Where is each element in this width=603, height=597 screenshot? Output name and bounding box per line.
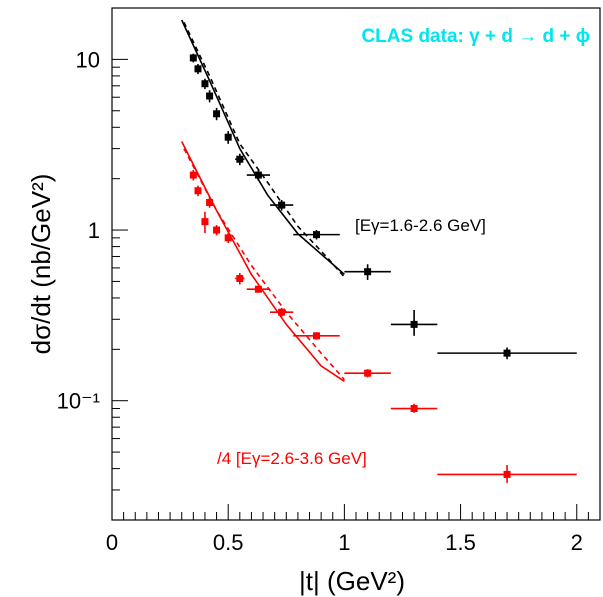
legend-black-series: [Eγ=1.6-2.6 GeV] xyxy=(355,216,486,235)
y-axis-title: dσ/dt (nb/GeV²) xyxy=(26,174,56,355)
data-point xyxy=(503,470,511,478)
data-point xyxy=(201,80,209,88)
data-point xyxy=(254,171,262,179)
x-axis-title: |t| (GeV²) xyxy=(299,566,405,596)
fit-curve-dashed xyxy=(183,148,346,381)
plot-area: 0 0.5 1 1.5 2 10⁻¹ 1 10 xyxy=(57,7,601,555)
x-tick-label: 1 xyxy=(338,530,350,555)
data-point xyxy=(213,226,221,234)
x-tick-label: 0.5 xyxy=(213,530,244,555)
data-point xyxy=(236,155,244,163)
x-tick-label: 2 xyxy=(571,530,583,555)
fit-curve-solid xyxy=(180,19,345,276)
data-point xyxy=(312,231,320,239)
data-point xyxy=(278,201,286,209)
data-point xyxy=(213,110,221,118)
x-tick-label: 1.5 xyxy=(445,530,476,555)
data-point xyxy=(364,268,372,276)
data-point xyxy=(236,275,244,283)
chart-title: CLAS data: γ + d → d + ϕ xyxy=(361,26,590,47)
data-point xyxy=(224,133,232,141)
data-point xyxy=(206,199,214,207)
x-tick-label: 0 xyxy=(106,530,118,555)
data-point xyxy=(410,405,418,413)
data-point xyxy=(194,65,202,73)
data-point xyxy=(312,332,320,340)
plot-frame xyxy=(111,7,601,521)
data-point xyxy=(189,54,197,62)
fit-curve-dashed xyxy=(183,21,346,278)
data-point xyxy=(201,218,209,226)
y-tick-label: 10 xyxy=(76,47,100,72)
data-point xyxy=(503,349,511,357)
data-point xyxy=(254,285,262,293)
data-point xyxy=(224,234,232,242)
data-point xyxy=(194,187,202,195)
data-point xyxy=(189,171,197,179)
y-tick-label: 1 xyxy=(88,218,100,243)
data-point xyxy=(206,92,214,100)
data-point xyxy=(278,308,286,316)
legend-red-series: /4 [Eγ=2.6-3.6 GeV] xyxy=(217,449,367,468)
data-point xyxy=(410,320,418,328)
y-tick-label: 10⁻¹ xyxy=(57,389,100,414)
fit-curve-solid xyxy=(180,141,345,382)
data-point xyxy=(364,369,372,377)
